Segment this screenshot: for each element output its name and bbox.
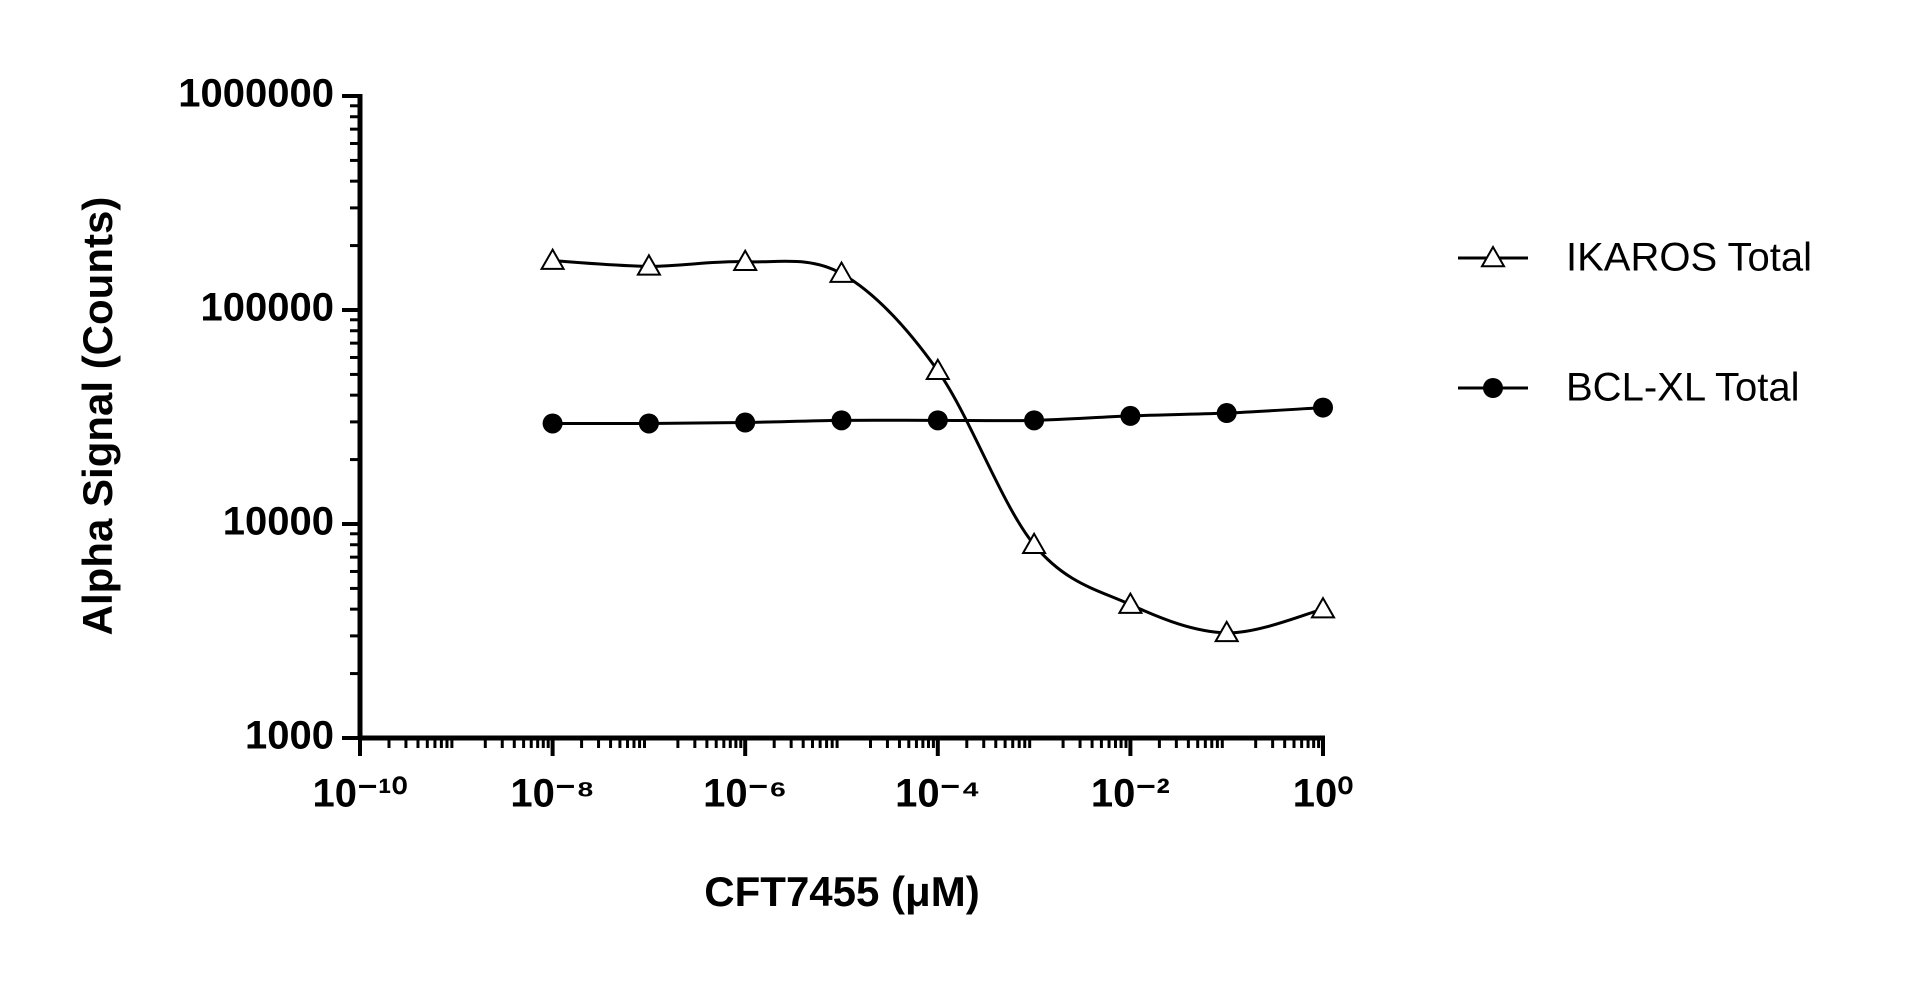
x-tick-label: 10⁻⁴: [895, 772, 980, 816]
marker: [1313, 397, 1333, 418]
marker: [636, 253, 662, 276]
marker: [1117, 591, 1144, 614]
x-tick-label: 10⁻¹⁰: [313, 772, 408, 816]
marker: [638, 413, 659, 434]
fit-line: [552, 259, 1324, 635]
y-tick-label: 1000: [245, 714, 334, 758]
y-tick-label: 10000: [223, 500, 334, 544]
y-tick-label: 100000: [201, 286, 334, 330]
marker: [732, 248, 758, 272]
marker: [542, 413, 563, 434]
marker: [828, 260, 855, 283]
x-tick-label: 10⁰: [1293, 772, 1354, 816]
x-tick-label: 10⁻⁶: [703, 772, 787, 816]
y-axis-title: Alpha Signal (Counts): [74, 197, 121, 636]
marker: [1310, 596, 1336, 619]
y-tick-label: 1000000: [178, 72, 334, 116]
marker: [1480, 244, 1506, 268]
marker: [831, 410, 852, 431]
x-axis-title: CFT7455 (μM): [704, 868, 979, 915]
marker: [1021, 531, 1047, 554]
legend-label: IKAROS Total: [1566, 236, 1812, 280]
x-tick-label: 10⁻⁸: [510, 772, 595, 816]
marker: [1024, 410, 1045, 431]
legend-label: BCL-XL Total: [1566, 366, 1799, 410]
marker: [1120, 405, 1141, 426]
marker: [735, 412, 756, 433]
marker: [1216, 403, 1237, 424]
marker: [1483, 378, 1503, 398]
x-tick-label: 10⁻²: [1091, 772, 1170, 816]
marker: [539, 247, 566, 270]
marker: [1213, 619, 1240, 643]
marker: [927, 410, 948, 431]
marker: [925, 357, 951, 381]
